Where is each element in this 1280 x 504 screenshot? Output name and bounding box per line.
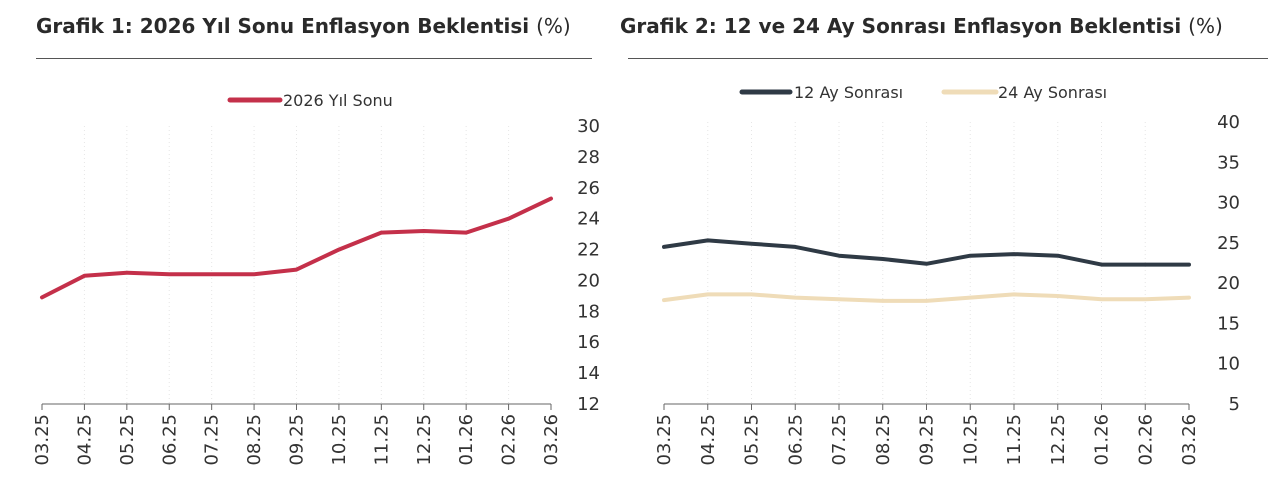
chart-panel-1: Grafik 1: 2026 Yıl Sonu Enflasyon Beklen… <box>0 0 620 504</box>
legend-label: 24 Ay Sonrası <box>998 83 1107 102</box>
y-tick-label: 20 <box>1217 273 1240 294</box>
x-tick-label: 07.25 <box>829 414 850 466</box>
y-tick-label: 35 <box>1217 152 1240 173</box>
line-chart-2: 03.25 04.25 05.25 06.25 07.25 08.25 09.25 10.25… <box>654 83 1240 466</box>
chart-title-1-text: Grafik 1: 2026 Yıl Sonu Enflasyon Beklen… <box>36 14 530 38</box>
y-tick-label: 12 <box>577 394 600 415</box>
x-tick-label: 08.25 <box>873 414 894 466</box>
title-divider-2 <box>628 58 1268 59</box>
y-tick-label: 24 <box>577 209 600 230</box>
y-tick-label: 30 <box>577 116 600 137</box>
y-tick-label: 26 <box>577 178 600 199</box>
y-tick-label: 10 <box>1217 354 1240 375</box>
x-tick-label: 02.26 <box>499 414 520 466</box>
x-tick-label: 05.25 <box>117 414 138 466</box>
line-chart-1: 03.25 04.25 05.25 06.25 07.25 08.25 09.25 10.25… <box>32 91 600 466</box>
x-tick-label: 03.26 <box>541 414 562 466</box>
y-tick-label: 25 <box>1217 233 1240 254</box>
series-line-1 <box>40 196 553 300</box>
y-tick-label: 16 <box>577 332 600 353</box>
y-tick-label: 28 <box>577 147 600 168</box>
x-tick-label: 03.25 <box>32 414 53 466</box>
x-tick-label: 01.26 <box>1092 414 1113 466</box>
x-tick-label: 03.25 <box>654 414 675 466</box>
x-tick-label: 09.25 <box>917 414 938 466</box>
x-tick-label: 11.25 <box>1004 414 1025 466</box>
series-line-1 <box>662 238 1191 267</box>
x-tick-label: 10.25 <box>960 414 981 466</box>
x-tick-label: 02.26 <box>1135 414 1156 466</box>
x-tick-label: 01.26 <box>456 414 477 466</box>
chart-title-2-unit: (%) <box>1188 14 1223 38</box>
x-tick-label: 07.25 <box>202 414 223 466</box>
x-tick-label: 09.25 <box>287 414 308 466</box>
x-tick-label: 04.25 <box>698 414 719 466</box>
legend-label: 2026 Yıl Sonu <box>283 91 393 110</box>
chart-title-2-text: Grafik 2: 12 ve 24 Ay Sonrası Enflasyon … <box>620 14 1182 38</box>
y-tick-label: 20 <box>577 270 600 291</box>
x-tick-label: 10.25 <box>329 414 350 466</box>
x-tick-label: 05.25 <box>742 414 763 466</box>
x-tick-label: 12.25 <box>1048 414 1069 466</box>
y-tick-label: 40 <box>1217 112 1240 133</box>
series-line-2 <box>662 292 1191 303</box>
legend-label: 12 Ay Sonrası <box>794 83 903 102</box>
y-tick-label: 15 <box>1217 313 1240 334</box>
x-tick-label: 03.26 <box>1179 414 1200 466</box>
chart-panel-2: Grafik 2: 12 ve 24 Ay Sonrası Enflasyon … <box>620 0 1280 504</box>
x-tick-label: 04.25 <box>74 414 95 466</box>
chart-title-2: Grafik 2: 12 ve 24 Ay Sonrası Enflasyon … <box>620 14 1223 38</box>
y-tick-label: 5 <box>1229 394 1240 415</box>
y-tick-label: 18 <box>577 301 600 322</box>
y-tick-label: 14 <box>577 363 600 384</box>
chart-title-1-unit: (%) <box>536 14 571 38</box>
title-divider-1 <box>36 58 592 59</box>
x-tick-label: 12.25 <box>414 414 435 466</box>
x-tick-label: 06.25 <box>785 414 806 466</box>
x-tick-label: 08.25 <box>244 414 265 466</box>
chart-title-1: Grafik 1: 2026 Yıl Sonu Enflasyon Beklen… <box>36 14 571 38</box>
y-tick-label: 22 <box>577 240 600 261</box>
x-tick-label: 11.25 <box>371 414 392 466</box>
x-tick-label: 06.25 <box>159 414 180 466</box>
y-tick-label: 30 <box>1217 193 1240 214</box>
